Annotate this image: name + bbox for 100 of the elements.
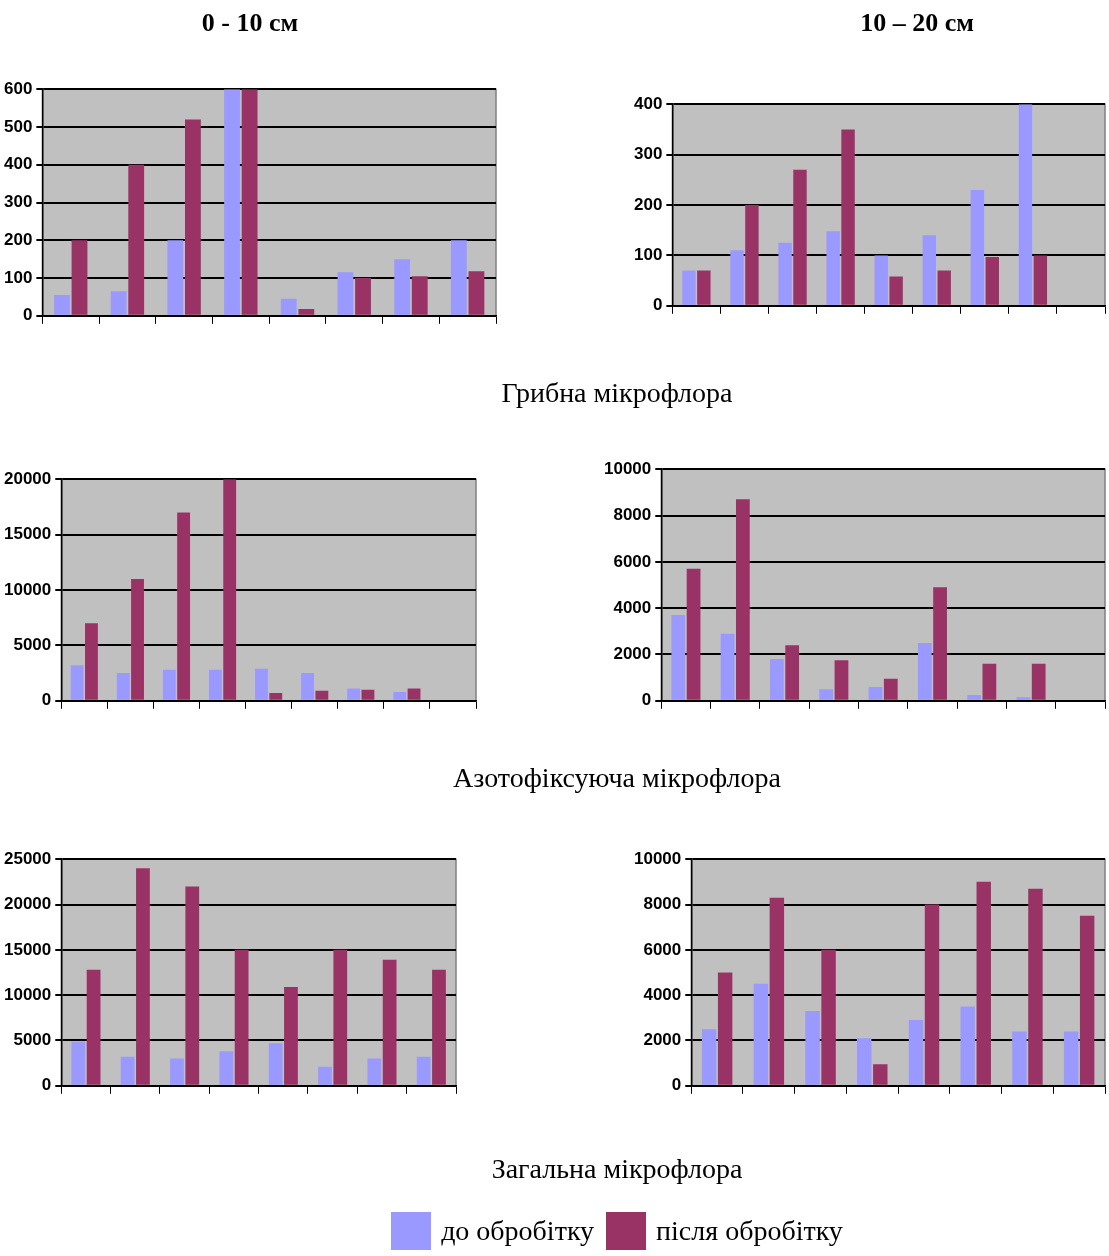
y-tick-label: 2000 (643, 1030, 682, 1050)
y-tick-label: 2000 (613, 644, 652, 664)
bar (120, 1056, 135, 1085)
bar (411, 276, 428, 315)
y-tick-label: 8000 (643, 894, 682, 914)
bar (1012, 1031, 1027, 1085)
bar (208, 669, 222, 700)
y-tick-label: 0 (22, 305, 33, 325)
bar (315, 690, 329, 700)
y-tick-label: 300 (3, 192, 33, 212)
bar (128, 164, 145, 315)
y-tick-label: 0 (652, 295, 663, 315)
y-tick-label: 400 (3, 154, 33, 174)
bar (922, 235, 937, 305)
bar (868, 686, 883, 700)
text: Грибна мікрофлора (500, 377, 734, 409)
chart-title: 10 – 20 см (860, 8, 974, 38)
bar (821, 949, 836, 1085)
bar (874, 255, 888, 305)
bar (917, 642, 932, 700)
bar (110, 291, 127, 315)
bar (908, 1020, 924, 1085)
y-tick-label: 10000 (3, 984, 52, 1004)
bar (71, 1041, 86, 1085)
chart-title: 0 - 10 см (201, 8, 299, 38)
bar (967, 695, 981, 700)
bar (1016, 697, 1031, 700)
bar (933, 587, 947, 700)
bar (298, 309, 315, 315)
bar (361, 689, 375, 700)
bar (468, 271, 485, 315)
bar (819, 689, 834, 700)
y-tick-label: 8000 (613, 505, 652, 525)
bar (976, 881, 991, 1085)
y-tick-label: 6000 (643, 939, 682, 959)
bar (770, 659, 784, 700)
bar (793, 169, 807, 305)
bar (86, 969, 101, 1085)
bar (826, 231, 840, 305)
bar (1033, 255, 1048, 305)
bar (255, 668, 268, 700)
y-tick-label: 5000 (13, 1030, 52, 1050)
bar (1031, 663, 1046, 700)
y-tick-label: 400 (633, 93, 663, 113)
bar (450, 240, 467, 315)
bar (301, 673, 314, 700)
bar (393, 691, 407, 700)
y-tick-label: 25000 (3, 848, 52, 868)
bar (177, 512, 191, 700)
bar (1018, 104, 1033, 305)
y-tick-label: 10000 (633, 848, 682, 868)
bar (805, 1011, 820, 1085)
y-tick-label: 10000 (603, 458, 652, 478)
bar (1028, 888, 1043, 1085)
bar (185, 119, 201, 315)
bar (136, 868, 150, 1085)
bar (219, 1051, 234, 1085)
bar (834, 660, 849, 700)
y-tick-label: 0 (641, 690, 652, 710)
bar (924, 904, 940, 1085)
bar (85, 623, 98, 700)
bar (889, 276, 903, 305)
bar (162, 669, 176, 700)
y-tick-label: 20000 (3, 894, 52, 914)
y-tick-label: 5000 (13, 635, 52, 655)
bar (241, 89, 258, 315)
y-tick-label: 500 (3, 116, 33, 136)
bar (753, 983, 769, 1085)
y-tick-label: 15000 (3, 939, 52, 959)
bar (432, 969, 446, 1085)
y-tick-label: 4000 (613, 597, 652, 617)
bar (170, 1058, 184, 1085)
bar (982, 663, 997, 700)
y-tick-label: 200 (3, 229, 33, 249)
bar (873, 1064, 888, 1085)
bar (1079, 915, 1095, 1085)
bar (131, 578, 144, 700)
bar (717, 972, 733, 1085)
bar (745, 205, 759, 305)
bar (407, 688, 421, 700)
bar (720, 633, 735, 700)
bar (686, 568, 701, 700)
text: Загальна мікрофлора (490, 1153, 744, 1185)
y-tick-label: 6000 (613, 551, 652, 571)
bar (785, 645, 800, 700)
bar (985, 256, 999, 305)
y-tick-label: 300 (633, 144, 663, 164)
y-tick-label: 100 (3, 267, 33, 287)
bar (394, 259, 411, 315)
bar (697, 270, 711, 305)
bar (671, 615, 686, 700)
bar (333, 949, 348, 1085)
bar (347, 688, 361, 700)
y-tick-label: 600 (3, 78, 33, 98)
bar (269, 693, 283, 700)
bar (116, 673, 130, 700)
bar (54, 295, 70, 315)
bar (337, 272, 354, 315)
bar (224, 89, 240, 315)
bar (185, 886, 200, 1085)
